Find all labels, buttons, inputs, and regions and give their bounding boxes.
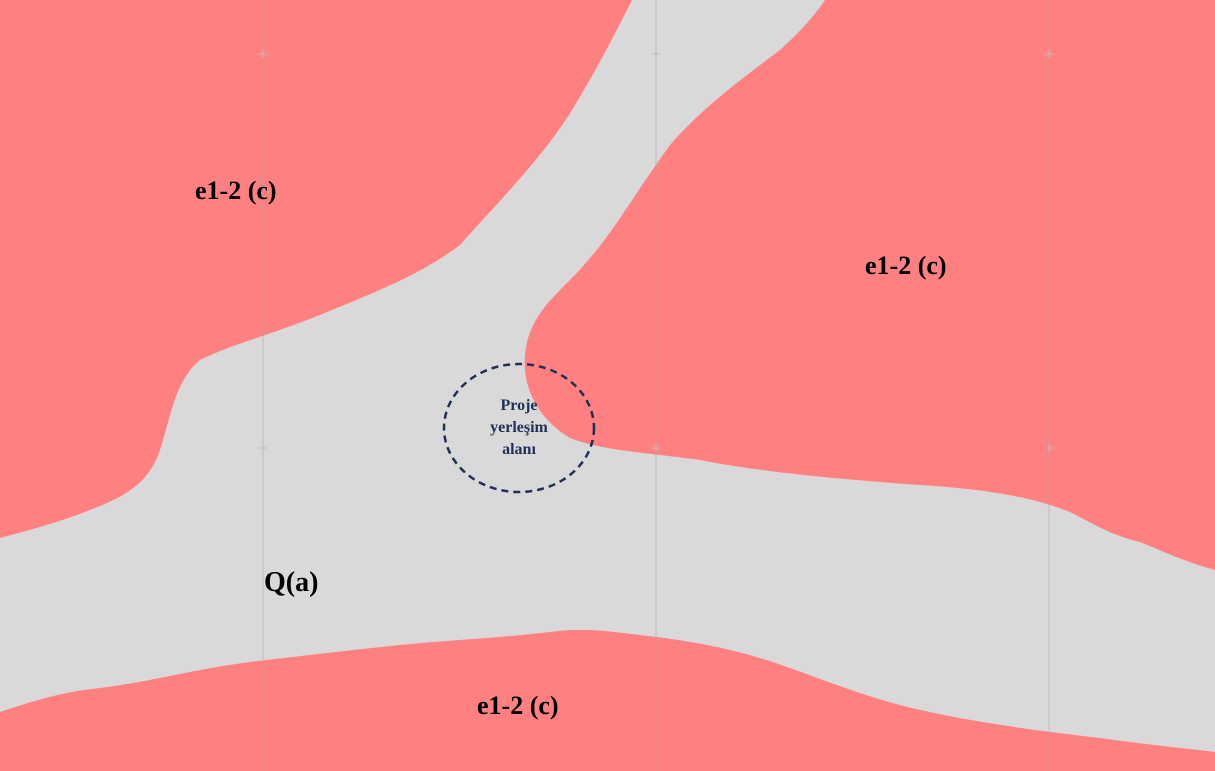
map-grid	[262, 0, 1050, 771]
grid-cross-marker	[652, 50, 660, 58]
grid-crosses	[259, 50, 1053, 452]
unit-label-valley: Q(a)	[264, 567, 319, 598]
unit-label-bottom: e1-2 (c)	[477, 691, 559, 720]
grid-cross-marker	[259, 50, 267, 58]
unit-bottom	[0, 629, 1215, 771]
unit-upper-right	[524, 0, 1215, 570]
unit-label-upper-right: e1-2 (c)	[865, 251, 947, 280]
grid-cross-marker	[1045, 444, 1053, 452]
grid-cross-marker	[652, 444, 660, 452]
project-site-label-line: yerleşim	[490, 419, 548, 436]
project-site-label: Proje yerleşim alanı	[454, 395, 584, 461]
project-site-label-line: alanı	[502, 441, 536, 458]
unit-upper-left	[0, 0, 632, 538]
grid-cross-marker	[1045, 50, 1053, 58]
project-site-label-line: Proje	[500, 397, 538, 414]
grid-cross-marker	[259, 444, 267, 452]
project-site-outline	[442, 362, 596, 494]
unit-label-upper-left: e1-2 (c)	[195, 176, 277, 205]
